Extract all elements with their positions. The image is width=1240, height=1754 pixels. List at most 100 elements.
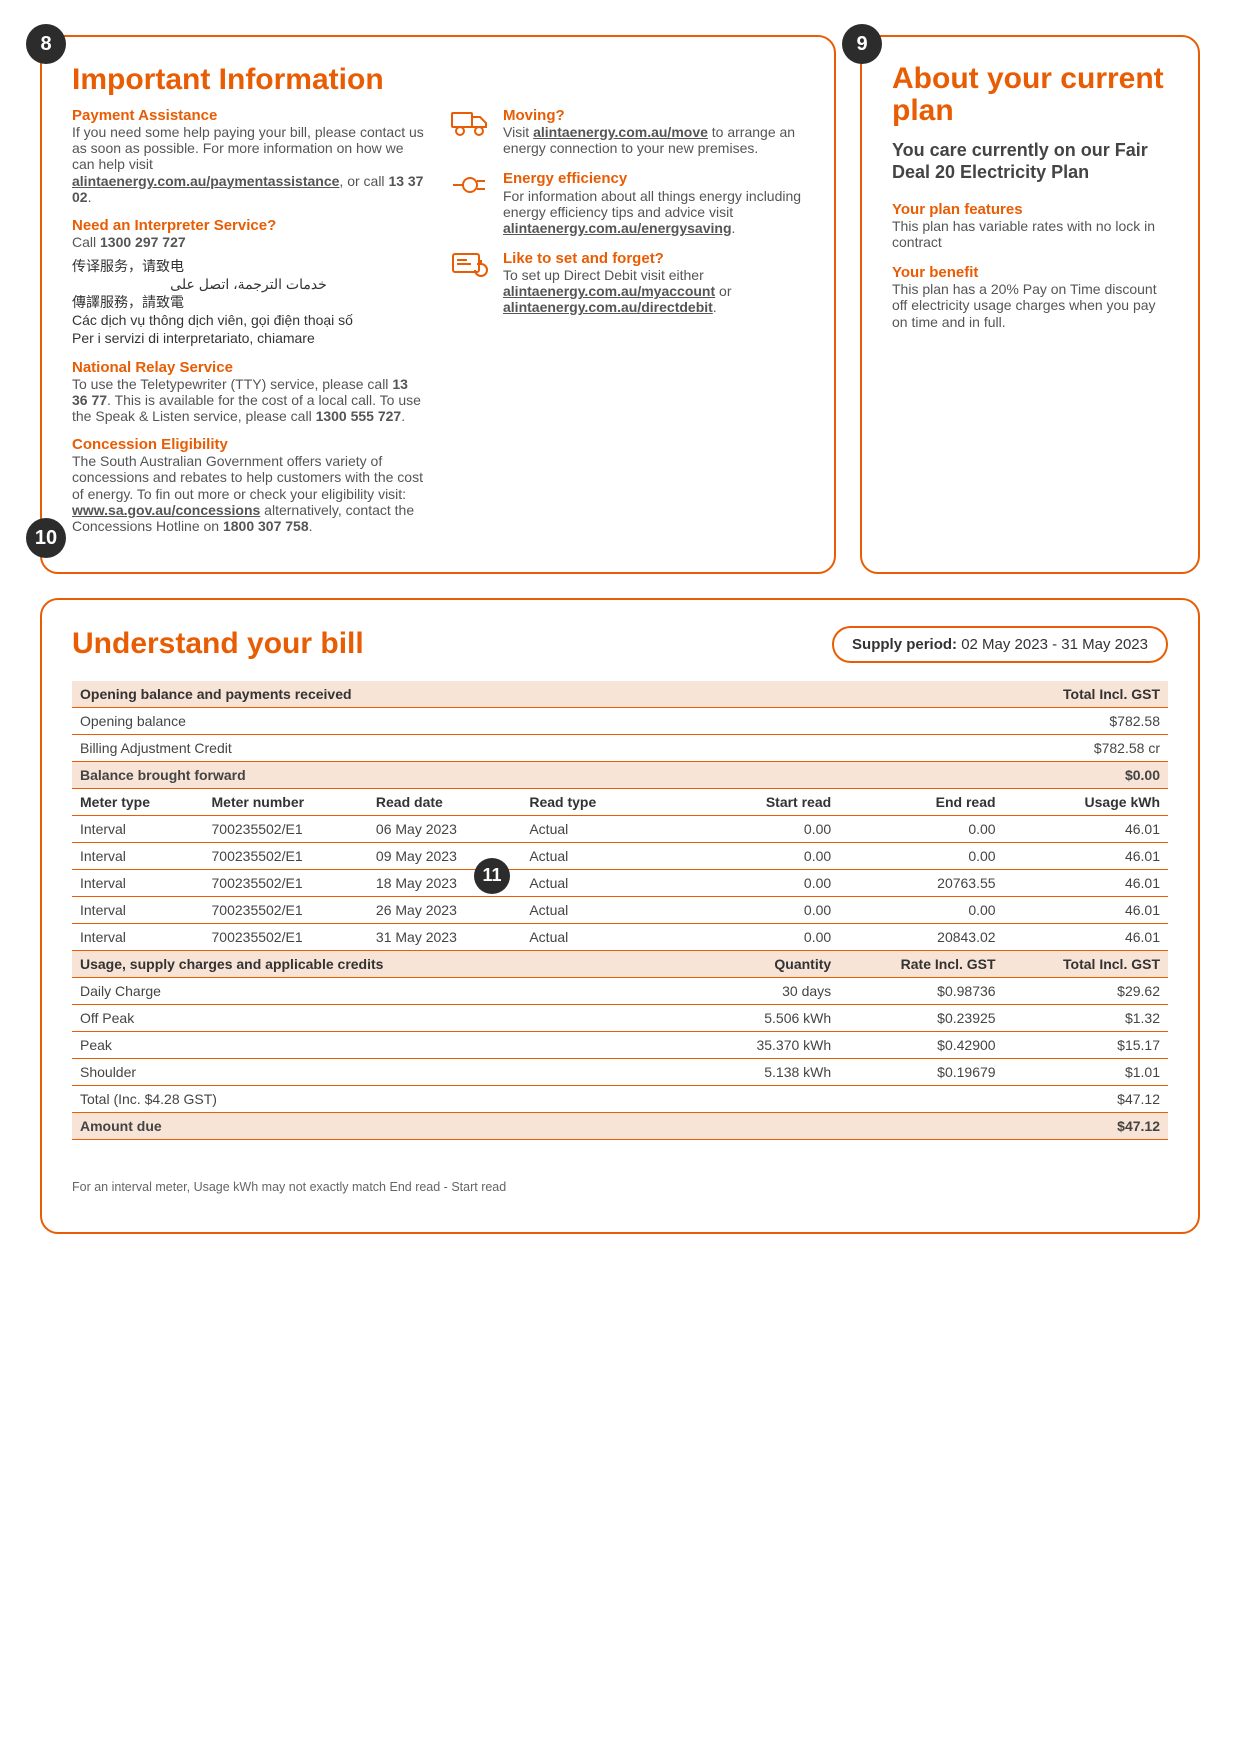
- col-read-date: Read date: [368, 788, 521, 815]
- cell: 06 May 2023: [368, 815, 521, 842]
- table-row: Interval700235502/E131 May 2023Actual0.0…: [72, 923, 1168, 950]
- text: , or call: [339, 173, 388, 189]
- interpreter-phone: 1300 297 727: [100, 234, 186, 250]
- usage-header-rate: Rate Incl. GST: [839, 950, 1003, 977]
- cell: Peak: [72, 1031, 675, 1058]
- concession-body: The South Australian Government offers v…: [72, 453, 425, 533]
- table-row: Interval700235502/E109 May 2023Actual0.0…: [72, 842, 1168, 869]
- amount-due-row: Amount due $47.12: [72, 1112, 1168, 1139]
- cell: 0.00: [839, 815, 1003, 842]
- supply-period-pill: Supply period: 02 May 2023 - 31 May 2023: [832, 626, 1168, 663]
- moving-body: Visit alintaenergy.com.au/move to arrang…: [503, 124, 804, 156]
- important-title: Important Information: [72, 63, 804, 97]
- table-row: Interval700235502/E126 May 2023Actual0.0…: [72, 896, 1168, 923]
- text: .: [88, 189, 92, 205]
- important-info-panel: Important Information Payment Assistance…: [40, 35, 836, 574]
- cell: 20763.55: [839, 869, 1003, 896]
- section-badge-8: 8: [26, 24, 66, 64]
- bill-panel: Understand your bill Supply period: 02 M…: [40, 598, 1200, 1235]
- badge-label: 8: [40, 33, 51, 56]
- text: .: [732, 220, 736, 236]
- cell: Interval: [72, 923, 204, 950]
- plan-title: About your current plan: [892, 63, 1168, 126]
- cell: 35.370 kWh: [675, 1031, 839, 1058]
- payment-assistance-link[interactable]: alintaenergy.com.au/paymentassistance: [72, 173, 339, 189]
- cell: Balance brought forward: [72, 761, 839, 788]
- text: If you need some help paying your bill, …: [72, 124, 424, 172]
- cell: 700235502/E1: [204, 842, 368, 869]
- moving-block: Moving? Visit alintaenergy.com.au/move t…: [451, 107, 804, 156]
- col-meter-number: Meter number: [204, 788, 368, 815]
- cell: 20843.02: [839, 923, 1003, 950]
- cell: 46.01: [1004, 842, 1168, 869]
- cell: Actual: [521, 815, 674, 842]
- usage-header-total: Total Incl. GST: [1004, 950, 1168, 977]
- balance-forward-row: Balance brought forward $0.00: [72, 761, 1168, 788]
- cell: Interval: [72, 869, 204, 896]
- cell: $29.62: [1004, 977, 1168, 1004]
- nrs-heading: National Relay Service: [72, 359, 425, 376]
- cell: Actual: [521, 896, 674, 923]
- cell: Actual: [521, 869, 674, 896]
- concession-heading: Concession Eligibility: [72, 436, 425, 453]
- interpreter-body: Call 1300 297 727: [72, 234, 425, 250]
- meter-header-row: Meter type Meter number Read date Read t…: [72, 788, 1168, 815]
- cell: $0.23925: [839, 1004, 1003, 1031]
- cell: Opening balance: [72, 707, 839, 734]
- cell: $0.00: [839, 761, 1168, 788]
- table-row: Daily Charge30 days$0.98736$29.62: [72, 977, 1168, 1004]
- col-end-read: End read: [839, 788, 1003, 815]
- cell: Interval: [72, 815, 204, 842]
- table-row: Peak35.370 kWh$0.42900$15.17: [72, 1031, 1168, 1058]
- text: .: [713, 299, 717, 315]
- table-row: Shoulder5.138 kWh$0.19679$1.01: [72, 1058, 1168, 1085]
- truck-icon: [451, 107, 491, 156]
- efficiency-text: Energy efficiency For information about …: [503, 170, 804, 236]
- cell: 46.01: [1004, 896, 1168, 923]
- cell: $0.98736: [839, 977, 1003, 1004]
- cell: Total (Inc. $4.28 GST): [72, 1085, 1004, 1112]
- cell: 700235502/E1: [204, 923, 368, 950]
- cell: 0.00: [675, 842, 839, 869]
- efficiency-link[interactable]: alintaenergy.com.au/energysaving: [503, 220, 732, 236]
- interpreter-lang-vi: Các dịch vụ thông dịch viên, gọi điện th…: [72, 312, 425, 328]
- concession-link[interactable]: www.sa.gov.au/concessions: [72, 502, 260, 518]
- directdebit-heading: Like to set and forget?: [503, 250, 804, 267]
- text: To use the Teletypewriter (TTY) service,…: [72, 376, 392, 392]
- plug-icon: [451, 170, 491, 236]
- efficiency-block: Energy efficiency For information about …: [451, 170, 804, 236]
- col-start-read: Start read: [675, 788, 839, 815]
- cell: 46.01: [1004, 923, 1168, 950]
- moving-link[interactable]: alintaenergy.com.au/move: [533, 124, 708, 140]
- cell: 30 days: [675, 977, 839, 1004]
- payment-assistance-heading: Payment Assistance: [72, 107, 425, 124]
- moving-text: Moving? Visit alintaenergy.com.au/move t…: [503, 107, 804, 156]
- cell: $47.12: [1004, 1112, 1168, 1139]
- cell: 700235502/E1: [204, 869, 368, 896]
- cell: 700235502/E1: [204, 815, 368, 842]
- usage-rows-body: Daily Charge30 days$0.98736$29.62Off Pea…: [72, 977, 1168, 1085]
- bill-footnote: For an interval meter, Usage kWh may not…: [72, 1180, 1168, 1194]
- table-row: Billing Adjustment Credit $782.58 cr: [72, 734, 1168, 761]
- cell: Off Peak: [72, 1004, 675, 1031]
- cell: 0.00: [675, 923, 839, 950]
- directdebit-text: Like to set and forget? To set up Direct…: [503, 250, 804, 316]
- efficiency-body: For information about all things energy …: [503, 188, 804, 236]
- nrs-phone-2: 1300 555 727: [316, 408, 402, 424]
- cell: $1.32: [1004, 1004, 1168, 1031]
- cell: $15.17: [1004, 1031, 1168, 1058]
- bill-title: Understand your bill: [72, 627, 364, 661]
- cell: 46.01: [1004, 815, 1168, 842]
- usage-header-row: Usage, supply charges and applicable cre…: [72, 950, 1168, 977]
- text: For information about all things energy …: [503, 188, 801, 220]
- cell: 0.00: [675, 815, 839, 842]
- important-col-left: Payment Assistance If you need some help…: [72, 107, 425, 546]
- text: .: [401, 408, 405, 424]
- directdebit-link-1[interactable]: alintaenergy.com.au/myaccount: [503, 283, 715, 299]
- cell: Interval: [72, 896, 204, 923]
- cell: $0.19679: [839, 1058, 1003, 1085]
- cell: Shoulder: [72, 1058, 675, 1085]
- efficiency-heading: Energy efficiency: [503, 170, 804, 187]
- directdebit-link-2[interactable]: alintaenergy.com.au/directdebit: [503, 299, 713, 315]
- col-meter-type: Meter type: [72, 788, 204, 815]
